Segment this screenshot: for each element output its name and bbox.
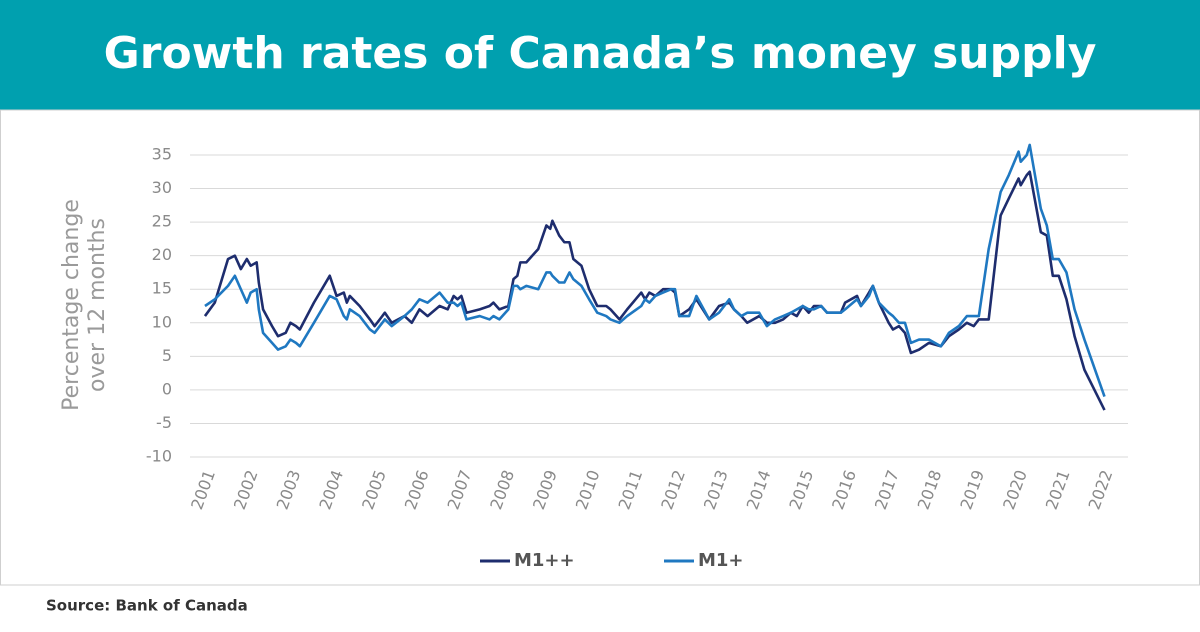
y-tick-label: -10 (146, 447, 172, 466)
y-axis-title-line: Percentage change (59, 199, 84, 411)
x-tick-label: 2011 (614, 467, 646, 512)
x-tick-label: 2015 (785, 467, 817, 512)
x-tick-label: 2013 (700, 467, 732, 512)
y-axis-title: Percentage change over 12 months (59, 199, 110, 411)
x-tick-label: 2010 (572, 467, 604, 512)
x-tick-label: 2003 (273, 467, 305, 512)
x-tick-label: 2009 (529, 467, 561, 512)
y-tick-label: 25 (152, 212, 172, 231)
x-tick-label: 2006 (401, 467, 433, 512)
y-tick-label: 15 (152, 279, 172, 298)
x-tick-label: 2005 (358, 467, 390, 512)
legend-label: M1++ (514, 550, 575, 571)
y-tick-label: 30 (152, 178, 172, 197)
x-tick-label: 2020 (999, 467, 1031, 512)
x-tick-label: 2012 (657, 467, 689, 512)
x-tick-label: 2007 (444, 467, 476, 512)
data-line (204, 143, 1106, 398)
x-tick-label: 2021 (1042, 467, 1074, 512)
header-band (0, 0, 1200, 110)
y-axis-title-line: over 12 months (85, 218, 110, 392)
legend-label: M1+ (698, 550, 744, 571)
x-tick-label: 2002 (230, 467, 262, 512)
x-tick-label: 2018 (914, 467, 946, 512)
x-tick-label: 2008 (486, 467, 518, 512)
data-line (203, 170, 1106, 411)
y-tick-label: 10 (152, 312, 172, 331)
x-tick-label: 2001 (187, 467, 219, 512)
x-tick-label: 2016 (828, 467, 860, 512)
x-tick-label: 2017 (871, 467, 903, 512)
y-tick-label: 5 (162, 346, 172, 365)
x-tick-label: 2022 (1085, 467, 1117, 512)
y-tick-label: 0 (162, 379, 172, 398)
x-tick-label: 2014 (743, 467, 775, 512)
source-note: Source: Bank of Canada (46, 597, 248, 615)
y-tick-label: 20 (152, 245, 172, 264)
x-tick-label: 2004 (315, 467, 347, 512)
x-tick-label: 2019 (956, 467, 988, 512)
chart-title: Growth rates of Canada’s money supply (104, 28, 1097, 79)
y-tick-label: -5 (156, 413, 172, 432)
y-tick-label: 35 (152, 145, 172, 164)
